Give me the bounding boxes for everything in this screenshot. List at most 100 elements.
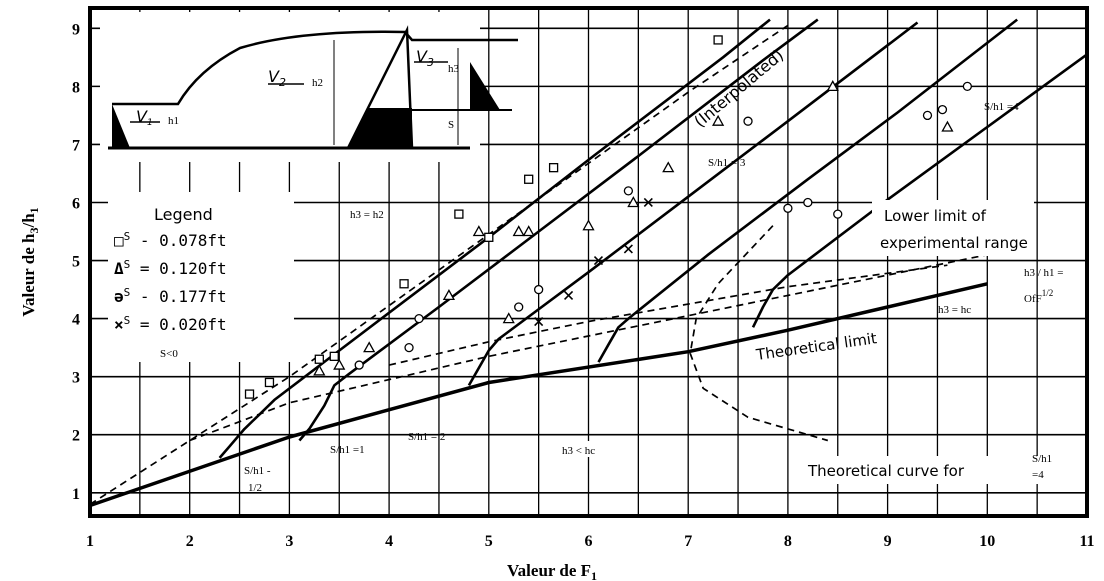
s-half-label-1: S/h1 - — [244, 465, 271, 477]
of-f-label: OfF1/2 — [1024, 288, 1053, 305]
legend-value: = 0.020ft — [130, 315, 226, 334]
h3-lt-hc-label: h3 < hc — [562, 445, 595, 457]
curve-hc-limit — [388, 264, 948, 366]
legend-item: ×S = 0.020ft — [114, 314, 227, 334]
y-tick-label: 7 — [72, 137, 80, 154]
data-point-circle — [404, 342, 414, 353]
data-point-triangle — [522, 225, 535, 237]
x-tick-label: 6 — [585, 533, 593, 550]
inset-downstream-block — [470, 62, 500, 110]
curve-S-h1-4 — [751, 53, 1088, 328]
data-point-triangle — [512, 225, 525, 237]
data-point-square — [454, 209, 464, 219]
legend-value: - 0.177ft — [130, 287, 226, 306]
data-point-circle — [922, 110, 933, 121]
x-tick-label: 1 — [86, 533, 94, 550]
data-point-circle — [937, 104, 948, 115]
legend-item: әS - 0.177ft — [114, 286, 227, 306]
data-point-triangle — [627, 196, 640, 208]
legend-item: ΔS = 0.120ft — [114, 258, 227, 278]
data-point-triangle — [712, 114, 725, 126]
data-point-square — [524, 174, 534, 184]
inset-v1-label: V1 — [136, 107, 153, 128]
data-point-cross — [623, 244, 633, 254]
inset-h3-label: h3 — [448, 63, 460, 75]
y-tick-label: 4 — [72, 312, 80, 329]
theoretical-curve-label-bg — [802, 456, 1052, 484]
y-axis-title: Valeur de h3/h1 — [19, 207, 41, 316]
data-point-circle — [623, 186, 634, 196]
theoretical-curve-4-label: =4 — [1032, 469, 1044, 481]
data-point-square — [484, 232, 494, 242]
h3-lt-hc-label-bg — [558, 441, 630, 457]
s-3-label: S/h1 = 3 — [708, 157, 746, 169]
inset-v2-label: V2 — [268, 67, 286, 89]
x-tick-label: 10 — [979, 533, 995, 550]
theoretical-curve-s-label: S/h1 — [1032, 453, 1052, 465]
legend-symbol: □ — [114, 231, 124, 250]
y-tick-label: 3 — [72, 370, 80, 387]
h3-eq-h2-label: h3 = h2 — [350, 209, 384, 221]
legend-title: Legend — [154, 205, 213, 224]
data-point-triangle — [442, 289, 456, 301]
theoretical-curve-label: Theoretical curve for — [807, 462, 965, 480]
data-point-square — [713, 35, 723, 45]
legend-item: □S - 0.078ft — [114, 230, 227, 250]
legend-prefix: S — [124, 230, 131, 243]
legend-prefix: S — [124, 258, 131, 271]
data-points — [244, 35, 973, 399]
y-tick-label: 6 — [72, 195, 80, 212]
data-point-triangle — [363, 341, 376, 353]
s-2-label: S/h1 = 2 — [408, 431, 445, 443]
data-point-circle — [962, 81, 973, 92]
data-point-cross — [534, 316, 544, 327]
y-tick-label: 5 — [72, 254, 80, 271]
inset-upstream-gate — [112, 104, 130, 148]
interpolated-label: (Interpolated) — [690, 45, 787, 131]
data-point-square — [314, 354, 324, 364]
s-negative-label: S<0 — [160, 348, 178, 360]
data-point-square — [244, 389, 255, 399]
data-point-circle — [514, 302, 524, 312]
legend-value: = 0.120ft — [130, 259, 226, 278]
y-tick-label: 8 — [72, 79, 80, 96]
data-point-circle — [833, 209, 843, 219]
y-tick-labels: 1 2 3 4 5 6 7 8 9 — [72, 21, 80, 502]
x-tick-labels: 1 2 3 4 5 6 7 8 9 10 11 — [86, 533, 1095, 550]
data-point-triangle — [333, 358, 346, 370]
x-tick-label: 9 — [884, 533, 892, 550]
x-tick-label: 11 — [1079, 533, 1094, 550]
inset-water-surface — [112, 30, 518, 106]
s-half-label-2: 1/2 — [248, 482, 262, 494]
legend-prefix: S — [124, 286, 131, 299]
legend-background — [108, 192, 294, 362]
curve-theoretical-limit — [89, 282, 988, 508]
data-point-circle — [743, 116, 753, 126]
x-tick-label: 2 — [186, 533, 194, 550]
curve-S-h1-2 — [467, 21, 919, 387]
data-point-triangle — [582, 219, 595, 231]
h3-eq-hc-label: h3 = hc — [938, 304, 971, 316]
data-point-square — [399, 279, 409, 289]
legend-symbol: Δ — [114, 259, 124, 278]
data-point-triangle — [313, 364, 326, 376]
data-point-triangle — [502, 312, 515, 324]
data-point-circle — [534, 284, 544, 295]
y-tick-label: 9 — [72, 21, 80, 38]
s-4-label: S/h1 =4 — [984, 101, 1019, 113]
inset-h1-label: h1 — [168, 115, 179, 127]
curve-lower-limit — [189, 253, 988, 442]
inset-h2-label: h2 — [312, 77, 323, 89]
s-1-label: S/h1 =1 — [330, 444, 365, 456]
inset-v3-label: V3 — [416, 47, 434, 69]
data-point-triangle — [662, 161, 675, 173]
y-tick-label: 2 — [72, 428, 80, 445]
legend-prefix: S — [124, 314, 131, 327]
inset-background — [100, 12, 480, 162]
data-point-circle — [783, 203, 793, 213]
data-point-square — [329, 351, 339, 361]
data-point-square — [548, 163, 559, 173]
inset-s-label: S — [448, 119, 454, 131]
data-point-circle — [414, 313, 424, 324]
